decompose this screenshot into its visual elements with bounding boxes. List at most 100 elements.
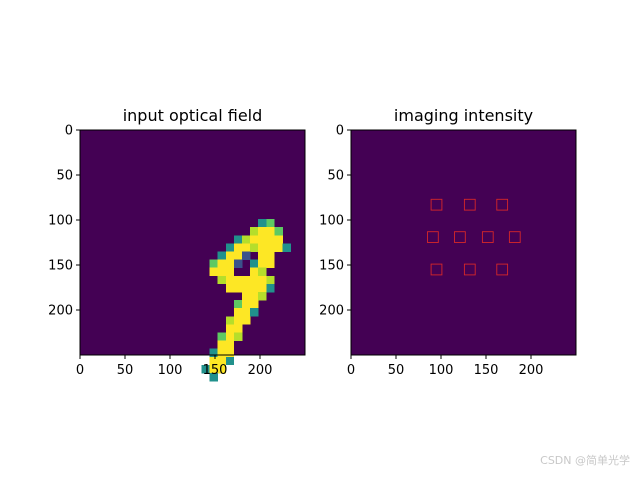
x-tick-label: 200 [248, 363, 273, 378]
image-pixel [258, 251, 267, 260]
image-pixel [233, 283, 243, 293]
subplot-2: 0 50 100 150 200 0 50 100 150 200 imaging intensit… [319, 106, 577, 378]
image-pixel [225, 348, 235, 358]
image-pixel [242, 243, 251, 252]
detector-region-3 [496, 198, 509, 211]
image-pixel [250, 308, 259, 317]
image-pixel [217, 340, 227, 349]
y-tick-label: 100 [48, 214, 73, 229]
image-pixel [250, 227, 259, 236]
image-pixel [250, 235, 259, 244]
x-tick-label: 100 [158, 363, 183, 378]
image-pixel [217, 275, 227, 285]
y-tick-label: 200 [48, 304, 73, 319]
x-tick-label: 200 [519, 363, 544, 378]
image-pixel [209, 373, 218, 382]
image-pixel [242, 316, 251, 325]
image-pixel [266, 275, 275, 285]
image-pixel [250, 259, 259, 268]
image-pixel [282, 243, 291, 252]
image-pixel [233, 316, 243, 325]
image-pixel [233, 324, 243, 333]
image-pixel [209, 267, 218, 277]
image-pixel [209, 259, 218, 268]
image-pixel [242, 308, 251, 317]
image-pixel [225, 267, 235, 277]
x-tick-label: 50 [117, 363, 134, 378]
image-pixel [274, 235, 283, 244]
image-pixel [242, 292, 251, 301]
image-pixel [250, 300, 259, 309]
image-pixel [233, 275, 243, 285]
x-tick-label: 50 [388, 363, 405, 378]
image-pixel [242, 300, 251, 309]
image-pixel [233, 235, 243, 244]
image-pixel [217, 332, 227, 341]
image-pixel [242, 283, 251, 293]
image-pixel [258, 227, 267, 236]
detector-region-9 [463, 263, 476, 276]
y-tick-label: 50 [327, 169, 344, 184]
detector-region-6 [481, 231, 494, 243]
image-pixel [258, 275, 267, 285]
image-pixel [266, 243, 275, 252]
image-pixel [266, 251, 275, 260]
image-pixel [250, 267, 259, 277]
image-pixel [242, 275, 251, 285]
image-pixel [225, 340, 235, 349]
image-pixel [225, 332, 235, 341]
x-tick-label: 100 [429, 363, 454, 378]
image-pixel [274, 243, 283, 252]
detector-region-8 [430, 263, 443, 276]
image-pixel [266, 259, 275, 268]
image-pixel [233, 308, 243, 317]
x-tick-label: 150 [474, 363, 499, 378]
image-pixel [225, 243, 235, 252]
image-pixel [233, 251, 243, 260]
detector-region-4 [427, 231, 439, 243]
y-tick-label: 150 [48, 259, 73, 274]
image-pixel [250, 292, 259, 301]
y-tick-label: 50 [56, 169, 73, 184]
image-pixel [250, 275, 259, 285]
image-pixel [209, 364, 218, 374]
watermark: CSDN @简单光学 [540, 454, 630, 467]
image-pixel [250, 243, 259, 252]
x-tick-label: 150 [203, 363, 228, 378]
detector-region-1 [430, 198, 443, 211]
subplot-title: input optical field [123, 106, 263, 125]
x-tick-label: 0 [76, 363, 84, 378]
image-pixel [209, 356, 218, 366]
image-pixel [233, 332, 243, 341]
image-pixel [233, 300, 243, 309]
image-pixel [225, 275, 235, 285]
axes-frame [350, 129, 577, 356]
image-pixel [258, 283, 267, 293]
image-pixel [217, 348, 227, 358]
subplot-title: imaging intensity [394, 106, 533, 125]
detector-regions [427, 198, 521, 276]
image-pixel [266, 283, 275, 293]
image-pixel [266, 227, 275, 236]
y-tick-label: 150 [319, 259, 344, 274]
image-cells [201, 219, 291, 382]
image-pixel [266, 219, 275, 228]
image-pixel [258, 259, 267, 268]
y-tick-label: 0 [65, 124, 73, 139]
y-tick-label: 100 [319, 214, 344, 229]
image-pixel [242, 235, 251, 244]
detector-region-10 [496, 263, 509, 276]
image-pixel [250, 283, 259, 293]
image-pixel [274, 227, 283, 236]
image-pixel [258, 267, 267, 277]
image-pixel [217, 267, 227, 277]
image-pixel [225, 259, 235, 268]
detector-region-5 [454, 231, 466, 243]
detector-region-7 [508, 231, 521, 243]
image-pixel [201, 364, 210, 374]
image-pixel [217, 251, 227, 260]
image-pixel [217, 356, 227, 366]
image-pixel [225, 324, 235, 333]
image-pixel [266, 235, 275, 244]
